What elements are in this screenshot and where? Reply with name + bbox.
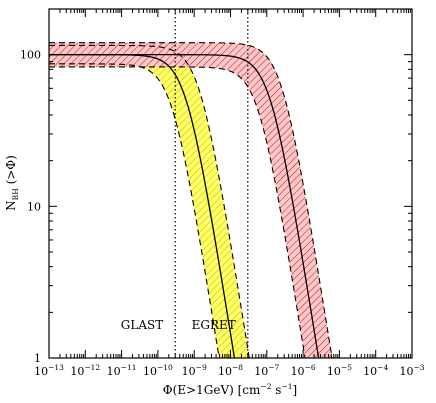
svg-text:NBH (>Φ): NBH (>Φ) xyxy=(4,155,20,211)
x-tick-label: 10−8 xyxy=(218,363,243,378)
x-tick-label: 10−5 xyxy=(327,363,352,378)
threshold-label-glast: GLAST xyxy=(121,318,163,332)
y-axis-title-sub: BH xyxy=(11,188,20,201)
band-0-upper-bound xyxy=(49,44,250,358)
x-axis-title-prefix: Φ(E>1GeV) [cm xyxy=(163,383,261,397)
x-tick-base: 10 xyxy=(327,365,341,378)
x-tick-exponent: −5 xyxy=(341,363,352,372)
x-axis-title-suffix: ] xyxy=(293,383,298,397)
x-tick-base: 10 xyxy=(143,365,157,378)
y-axis-title: NBH (>Φ) xyxy=(4,155,20,211)
model-curves xyxy=(49,42,333,358)
x-tick-base: 10 xyxy=(34,365,48,378)
x-tick-exponent: −4 xyxy=(377,363,388,372)
x-axis-title-mid: s xyxy=(271,383,281,397)
y-tick-label: 1 xyxy=(34,352,41,365)
y-tick-label: 100 xyxy=(20,49,41,62)
x-tick-label: 10−11 xyxy=(107,363,137,378)
x-tick-exponent: −11 xyxy=(121,363,137,372)
x-tick-exponent: −8 xyxy=(232,363,243,372)
x-axis-title: Φ(E>1GeV) [cm−2 s−1] xyxy=(163,382,297,397)
x-tick-label: 10−3 xyxy=(399,363,424,378)
threshold-label-egret: EGRET xyxy=(192,318,236,332)
x-tick-base: 10 xyxy=(291,365,305,378)
x-tick-exponent: −7 xyxy=(268,363,279,372)
x-tick-exponent: −10 xyxy=(157,363,173,372)
x-tick-base: 10 xyxy=(107,365,121,378)
curve-1-central xyxy=(49,54,320,358)
sensitivity-thresholds: GLAST EGRET xyxy=(121,9,249,358)
y-ticks: 1 10 100 xyxy=(20,8,412,365)
x-tick-label: 10−6 xyxy=(291,363,316,378)
x-axis-title-exp1: −2 xyxy=(260,382,271,391)
x-tick-label: 10−10 xyxy=(143,363,173,378)
y-axis-title-tail: (>Φ) xyxy=(4,155,18,188)
x-tick-base: 10 xyxy=(363,365,377,378)
band-1-lower-bound xyxy=(49,66,306,358)
x-axis-title-exp2: −1 xyxy=(281,382,292,391)
y-tick-label: 10 xyxy=(27,200,41,213)
x-tick-exponent: −12 xyxy=(84,363,100,372)
band-0-lower-bound xyxy=(49,63,220,358)
x-tick-base: 10 xyxy=(218,365,232,378)
x-tick-label: 10−9 xyxy=(182,363,207,378)
x-tick-base: 10 xyxy=(182,365,196,378)
x-ticks: 10−13 10−12 10−11 10−10 10−9 10−8 10−7 10−6 10−5… xyxy=(34,9,425,378)
x-tick-label: 10−13 xyxy=(34,363,64,378)
band-1-upper-bound xyxy=(49,42,333,358)
y-axis-title-main: N xyxy=(4,200,18,211)
x-tick-label: 10−4 xyxy=(363,363,388,378)
x-tick-exponent: −9 xyxy=(196,363,207,372)
x-tick-label: 10−12 xyxy=(70,363,100,378)
x-tick-label: 10−7 xyxy=(254,363,279,378)
x-tick-base: 10 xyxy=(70,365,84,378)
uncertainty-bands xyxy=(49,42,333,358)
band-1 xyxy=(49,42,333,358)
band-0 xyxy=(49,45,250,358)
x-tick-exponent: −13 xyxy=(48,363,64,372)
x-tick-exponent: −3 xyxy=(413,363,424,372)
x-tick-exponent: −6 xyxy=(305,363,316,372)
x-tick-base: 10 xyxy=(254,365,268,378)
x-tick-base: 10 xyxy=(399,365,413,378)
